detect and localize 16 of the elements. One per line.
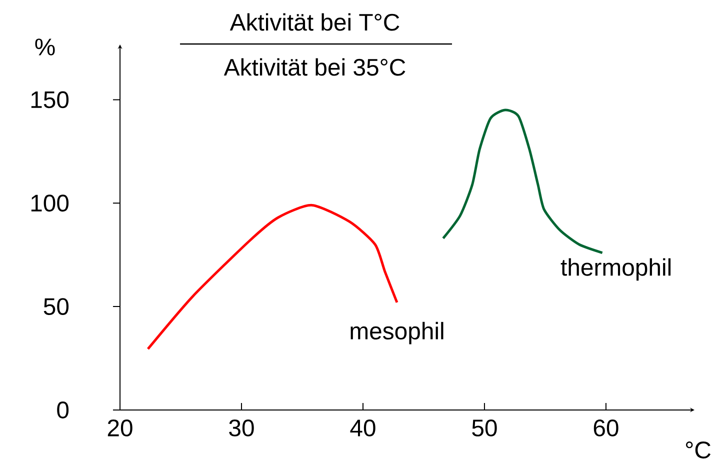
series-label: thermophil: [560, 258, 671, 281]
x-tick-label: 20: [108, 420, 132, 436]
y-tick-label: 150: [31, 91, 69, 108]
series-label: mesophil: [350, 322, 444, 344]
x-tick-label: 30: [229, 420, 254, 436]
x-axis-title: °C: [686, 442, 711, 458]
y-tick-label: 100: [31, 194, 69, 212]
annotation: Aktivität bei 35°C: [224, 58, 406, 76]
y-tick-label: 0: [57, 402, 69, 418]
text: Aktivität bei T°C: [230, 13, 400, 31]
y-axis-title: %: [35, 38, 55, 56]
x-tick-label: 60: [594, 420, 618, 436]
x-tick-label: 40: [350, 420, 376, 436]
x-tick-label: 50: [472, 420, 497, 436]
y-tick-label: 50: [44, 298, 69, 316]
line-series: [442, 108, 604, 254]
